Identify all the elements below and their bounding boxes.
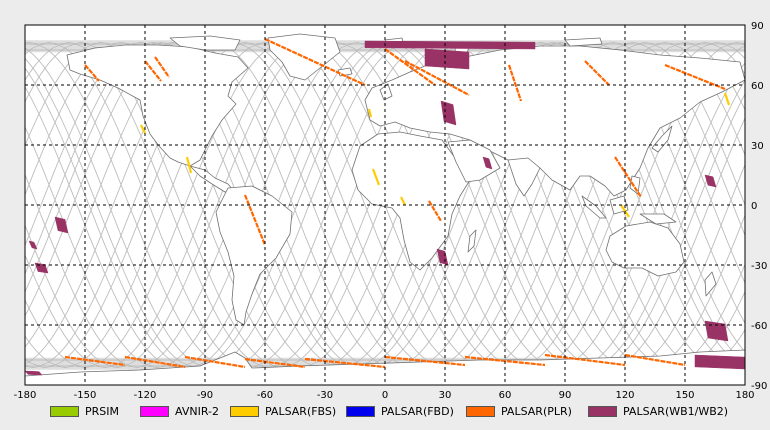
legend-item-prsim: PRSIM (50, 404, 119, 418)
legend-label-prsim: PRSIM (85, 404, 119, 418)
obs-palsar-plr (428, 200, 442, 222)
lon-tick-label: 180 (735, 390, 754, 401)
lon-tick-label: 60 (499, 390, 512, 401)
legend-item-palsar-plr: PALSAR(PLR) (466, 404, 572, 418)
orbit-track (25, 42, 745, 368)
legend-swatch-avnir2 (140, 405, 169, 417)
obs-palsar-plr (64, 355, 126, 367)
legend-label-avnir2: AVNIR-2 (175, 404, 219, 418)
legend-swatch-palsar-plr (466, 405, 495, 417)
lon-tick-label: 120 (615, 390, 634, 401)
legend-swatch-palsar-fbs (230, 405, 259, 417)
obs-palsar-plr (544, 353, 626, 367)
obs-palsar-plr (384, 355, 466, 367)
obs-palsar-plr (304, 357, 386, 369)
coast-new-zealand (704, 271, 717, 297)
legend-item-avnir2: AVNIR-2 (140, 404, 219, 418)
lat-tick-label: -60 (751, 321, 767, 332)
lon-tick-label: 30 (439, 390, 452, 401)
coast-new-guinea (639, 213, 677, 225)
legend-swatch-palsar-wb (588, 405, 617, 417)
lat-tick-label: 90 (751, 21, 764, 32)
obs-palsar-wb (694, 354, 745, 370)
obs-palsar-plr (144, 60, 162, 82)
obs-palsar-plr (507, 64, 523, 102)
coast-siberian-islands (564, 37, 603, 47)
map-frame (24, 24, 746, 386)
orbit-track (25, 42, 745, 368)
obs-palsar-plr (664, 63, 726, 91)
obs-palsar-fbs (367, 108, 373, 118)
coast-south-america (215, 185, 293, 326)
legend-label-palsar-plr: PALSAR(PLR) (501, 404, 572, 418)
obs-palsar-wb (364, 40, 536, 50)
lat-tick-label: -30 (751, 261, 767, 272)
lon-tick-label: -180 (14, 390, 37, 401)
lon-tick-label: -30 (317, 390, 333, 401)
legend-item-palsar-wb: PALSAR(WB1/WB2) (588, 404, 728, 418)
obs-palsar-plr (244, 357, 306, 369)
obs-palsar-plr (264, 38, 366, 86)
obs-palsar-wb (28, 240, 38, 250)
obs-palsar-plr (624, 353, 686, 367)
obs-palsar-wb (54, 216, 69, 234)
legend-item-palsar-fbs: PALSAR(FBS) (230, 404, 336, 418)
obs-palsar-plr (124, 355, 186, 369)
legend-swatch-prsim (50, 405, 79, 417)
lon-tick-label: 150 (675, 390, 694, 401)
obs-palsar-plr (404, 60, 470, 96)
coast-arabia (447, 139, 501, 183)
obs-palsar-fbs (723, 92, 731, 106)
obs-palsar-wb (440, 100, 457, 126)
obs-palsar-wb (482, 156, 493, 170)
lon-tick-label: -150 (74, 390, 97, 401)
legend: PRSIM AVNIR-2 PALSAR(FBS) PALSAR(FBD) PA… (0, 402, 770, 422)
obs-palsar-plr (584, 60, 610, 86)
axis-ticks: -180 -150 -120 -90 -60 -30 0 30 60 90 120 150 180 90 6… (14, 21, 768, 401)
lat-tick-label: -90 (751, 381, 767, 392)
obs-palsar-wb (25, 370, 43, 376)
lat-tick-label: 30 (751, 141, 764, 152)
graticule (25, 25, 745, 385)
lat-tick-label: 60 (751, 81, 764, 92)
obs-palsar-plr (184, 355, 246, 369)
lon-tick-label: -120 (134, 390, 157, 401)
lat-tick-label: 0 (751, 201, 757, 212)
lon-tick-label: -90 (197, 390, 213, 401)
obs-palsar-fbs (140, 124, 146, 134)
lon-tick-label: -60 (257, 390, 273, 401)
coast-sumatra (581, 195, 607, 219)
coast-madagascar (467, 229, 477, 253)
coast-india (507, 157, 541, 197)
obs-palsar-plr (384, 48, 436, 86)
obs-palsar-fbs (371, 168, 381, 186)
lon-tick-label: 0 (382, 390, 388, 401)
obs-palsar-wb (424, 48, 470, 70)
obs-palsar-plr (154, 56, 170, 78)
obs-palsar-plr (84, 64, 100, 82)
obs-palsar-plr (614, 156, 642, 198)
obs-palsar-fbs (400, 196, 406, 206)
obs-palsar-plr (243, 194, 267, 246)
legend-item-palsar-fbd: PALSAR(FBD) (346, 404, 454, 418)
legend-label-palsar-fbs: PALSAR(FBS) (265, 404, 337, 418)
obs-palsar-wb (704, 174, 717, 188)
legend-label-palsar-wb: PALSAR(WB1/WB2) (623, 404, 729, 418)
legend-label-palsar-fbd: PALSAR(FBD) (381, 404, 454, 418)
lon-tick-label: 90 (559, 390, 572, 401)
legend-swatch-palsar-fbd (346, 405, 375, 417)
obs-palsar-fbs (185, 156, 193, 174)
obs-palsar-wb (704, 320, 729, 342)
orbit-track (25, 42, 745, 368)
